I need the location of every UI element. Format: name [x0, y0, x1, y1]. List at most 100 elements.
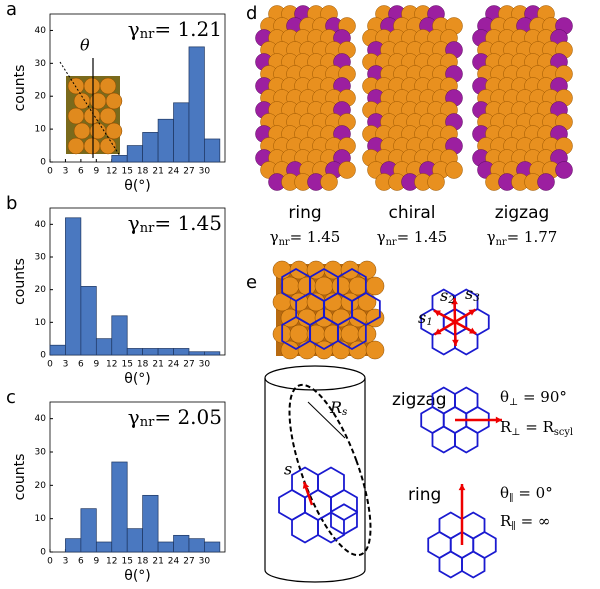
bar	[111, 155, 128, 163]
bar	[173, 348, 190, 356]
bar	[142, 494, 159, 553]
structure-gamma: γnr= 1.45	[270, 228, 341, 248]
atom	[73, 92, 91, 110]
atom	[365, 276, 385, 296]
panel-label: a	[6, 0, 17, 20]
annotation: γnr= 2.05	[128, 405, 222, 430]
x-tick-label: 27	[183, 557, 194, 567]
y-tick-label: 30	[35, 59, 47, 69]
atom	[289, 324, 309, 344]
arrow-head	[468, 309, 476, 316]
subscript: ∥	[509, 492, 514, 504]
subscript: ⊥	[511, 427, 520, 438]
x-tick-label: 3	[63, 557, 69, 567]
x-tick-label: 12	[106, 360, 117, 370]
x-tick-label: 30	[199, 360, 211, 370]
text-part: = ∞	[516, 512, 551, 530]
x-tick-label: 15	[121, 360, 132, 370]
x-tick-label: 9	[93, 167, 99, 177]
x-axis-label: θ(°)	[124, 371, 151, 387]
arrow-head	[433, 310, 441, 317]
subscript: 3	[473, 292, 480, 304]
subscript: nr	[140, 221, 155, 236]
structure-name: ring	[288, 203, 321, 223]
subscript: 2	[447, 294, 455, 306]
subscript: scyl	[554, 427, 573, 438]
x-tick-label: 0	[47, 360, 53, 370]
bar	[95, 541, 113, 553]
cylinder-section	[288, 383, 372, 557]
atom	[537, 173, 555, 191]
bar	[204, 541, 221, 553]
x-tick-label: 6	[78, 557, 84, 567]
text-part: = 1.45	[397, 228, 448, 246]
bar	[157, 541, 174, 553]
arrow-head	[452, 339, 459, 346]
x-tick-label: 12	[106, 557, 117, 567]
atom	[445, 161, 463, 179]
atom	[83, 107, 101, 125]
x-tick-label: 18	[137, 360, 149, 370]
panel-label: d	[246, 3, 257, 24]
bar	[142, 132, 159, 163]
atom	[67, 107, 85, 125]
vector-label: s3	[465, 284, 480, 305]
text-part: γ	[377, 228, 386, 246]
hexagon	[337, 315, 367, 351]
inset-tilt	[59, 61, 121, 157]
x-tick-label: 18	[137, 557, 149, 567]
atom	[331, 276, 351, 296]
x-tick-label: 3	[63, 167, 69, 177]
x-tick-label: 6	[78, 167, 84, 177]
structure-name: zigzag	[392, 390, 447, 410]
theta-label: θ∥ = 0°	[500, 484, 553, 504]
structure-name: chiral	[389, 203, 436, 223]
y-tick-label: 20	[35, 285, 47, 295]
text-part: s	[440, 286, 448, 305]
x-tick-label: 24	[168, 557, 180, 567]
x-tick-label: 21	[152, 360, 163, 370]
x-tick-label: 9	[93, 360, 99, 370]
bar	[65, 217, 82, 356]
y-tick-label: 40	[35, 220, 47, 230]
structure-name: zigzag	[495, 203, 550, 223]
atom	[280, 340, 300, 360]
y-tick-label: 0	[40, 351, 46, 361]
y-tick-label: 10	[35, 514, 47, 524]
text-part: = 1.77	[507, 228, 558, 246]
cylinder-top	[264, 365, 366, 391]
text-part: γ	[128, 211, 140, 235]
hexagon	[330, 503, 358, 536]
bar	[49, 344, 66, 356]
annotation: γnr= 1.21	[128, 17, 222, 42]
bar	[204, 138, 221, 163]
atom	[67, 77, 85, 95]
subscript: nr	[140, 415, 155, 430]
x-tick-label: 21	[152, 557, 163, 567]
bar	[204, 351, 221, 356]
text-part: = 2.05	[154, 405, 222, 429]
y-tick-label: 40	[35, 414, 47, 424]
radius-eq: R⊥ = Rscyl	[500, 418, 573, 438]
text-part: γ	[487, 228, 496, 246]
x-tick-label: 0	[47, 167, 53, 177]
y-tick-label: 0	[40, 548, 46, 558]
y-tick-label: 30	[35, 253, 47, 263]
atom	[427, 173, 445, 191]
bar	[173, 534, 190, 553]
y-tick-label: 10	[35, 318, 47, 328]
text-part: = 1.45	[154, 211, 222, 235]
bar	[111, 461, 128, 553]
text-part: R	[329, 398, 342, 417]
radius-eq: R∥ = ∞	[500, 512, 550, 532]
bar	[111, 315, 128, 356]
atom	[105, 92, 123, 110]
bar	[80, 508, 97, 553]
text-part: γ	[128, 405, 140, 429]
text-part: = 90°	[518, 388, 567, 406]
x-tick-label: 30	[199, 167, 211, 177]
y-tick-label: 10	[35, 125, 47, 135]
theta-label: θ⊥ = 90°	[500, 388, 567, 408]
atom	[99, 137, 117, 155]
x-tick-label: 18	[137, 167, 149, 177]
